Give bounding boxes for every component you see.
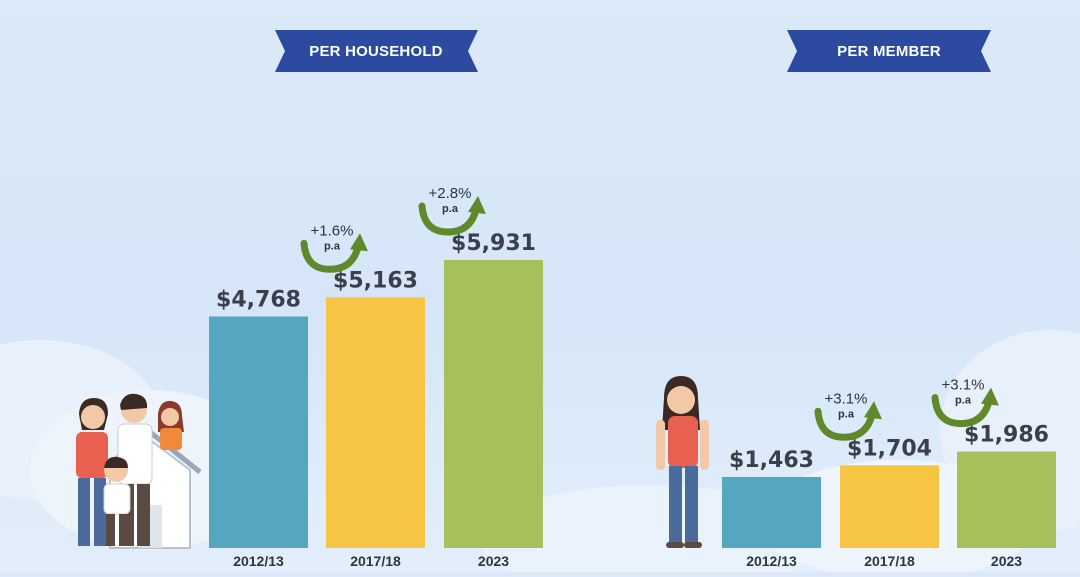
value-label-member-0: $1,463 xyxy=(729,448,814,473)
bar-household-2023 xyxy=(444,260,543,548)
bar-household-2017-18 xyxy=(326,297,425,548)
growth-rate-member-1: +3.1% xyxy=(942,377,985,394)
chart-title-household: PER HOUSEHOLD xyxy=(309,43,442,60)
bar-member-2012-13 xyxy=(722,476,821,548)
category-label-member-1: 2017/18 xyxy=(864,553,915,569)
category-label-household-0: 2012/13 xyxy=(233,553,284,569)
growth-arrow-head-icon xyxy=(468,196,486,214)
growth-rate-household-0: +1.6% xyxy=(311,222,354,239)
value-label-household-1: $5,163 xyxy=(333,268,418,293)
growth-arrow-icon xyxy=(418,202,480,236)
growth-arrow-head-icon xyxy=(864,401,882,420)
bar-member-2023 xyxy=(957,451,1056,548)
banner-per-member: PER MEMBER xyxy=(787,30,991,72)
bar-member-2017-18 xyxy=(840,465,939,548)
category-label-household-1: 2017/18 xyxy=(350,553,401,569)
growth-arrow-icon xyxy=(931,394,993,428)
growth-arrow-icon xyxy=(814,407,876,441)
banner-per-household: PER HOUSEHOLD xyxy=(275,30,478,72)
bar-household-2012-13 xyxy=(209,316,308,548)
growth-period-member-0: p.a xyxy=(838,408,855,420)
value-label-household-2: $5,931 xyxy=(451,231,536,256)
woman-icon xyxy=(656,376,709,548)
growth-rate-household-1: +2.8% xyxy=(429,185,472,202)
growth-rate-member-0: +3.1% xyxy=(825,390,868,407)
growth-period-household-0: p.a xyxy=(324,240,341,252)
family-icon xyxy=(76,393,202,549)
category-label-member-0: 2012/13 xyxy=(746,553,797,569)
chart-title-member: PER MEMBER xyxy=(837,43,941,60)
bar-charts: $4,768 2012/13 $5,163 2017/18 $5,931 2023 +1.6… xyxy=(209,185,1056,569)
category-label-member-2: 2023 xyxy=(991,553,1022,569)
growth-arrow-icon xyxy=(300,239,362,273)
growth-period-household-1: p.a xyxy=(442,203,459,215)
chart-household: $4,768 2012/13 $5,163 2017/18 $5,931 2023 +1.6… xyxy=(209,185,543,569)
value-label-household-0: $4,768 xyxy=(216,287,301,312)
growth-arrow-head-icon xyxy=(981,387,999,406)
growth-period-member-1: p.a xyxy=(955,395,972,407)
growth-arrow-head-icon xyxy=(350,233,368,252)
chart-member: $1,463 2012/13 $1,704 2017/18 $1,986 2023 +3.1… xyxy=(722,377,1056,569)
value-label-member-2: $1,986 xyxy=(964,423,1049,448)
value-label-member-1: $1,704 xyxy=(847,436,932,461)
category-label-household-2: 2023 xyxy=(478,553,509,569)
